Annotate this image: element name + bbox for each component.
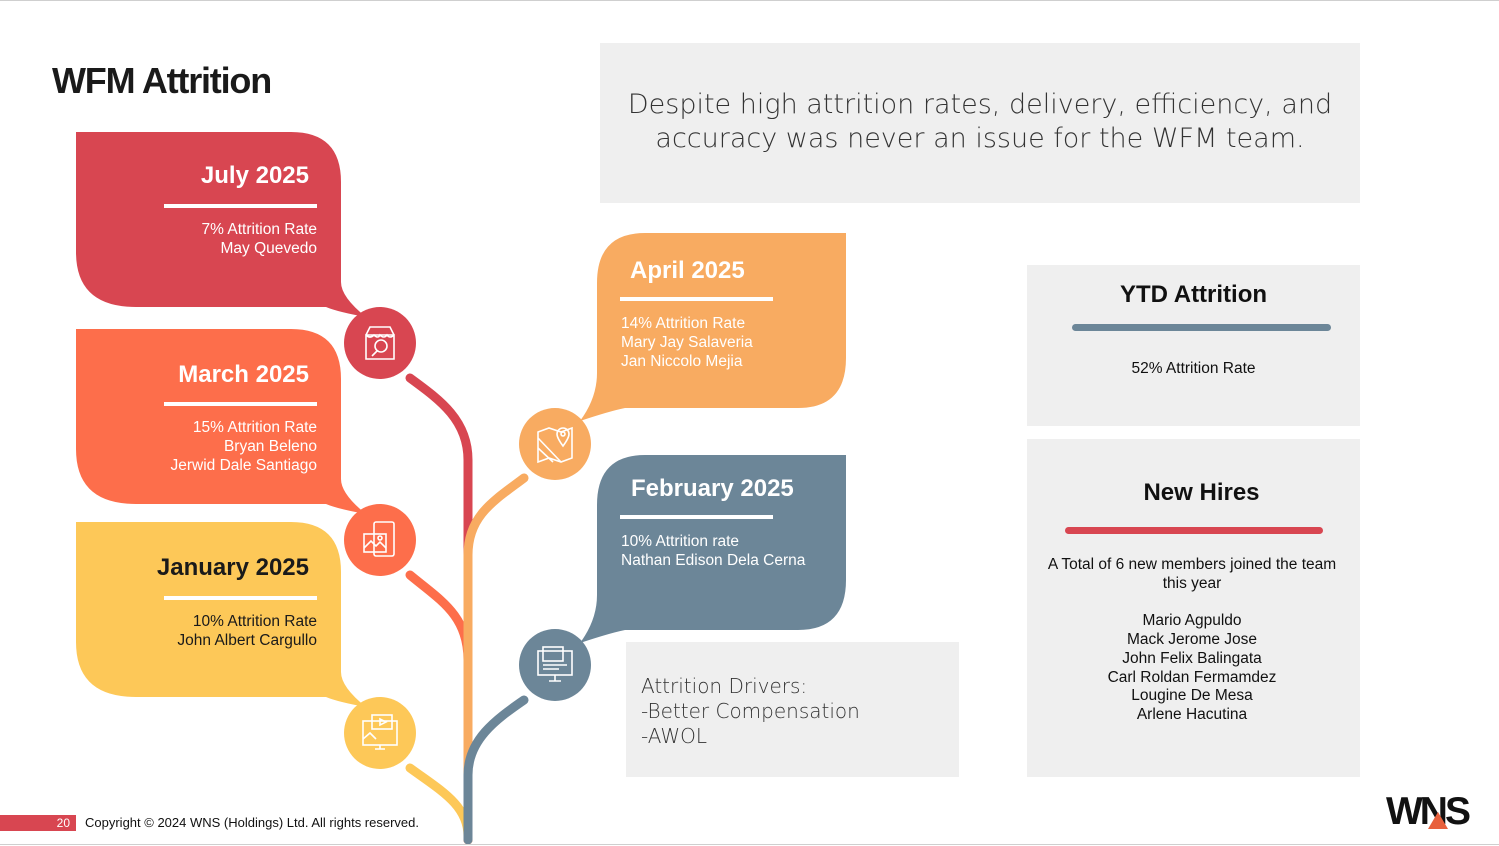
attrition-drivers-heading: Attrition Drivers: (641, 674, 808, 698)
stem-april (463, 473, 529, 845)
bubble-april-rate: 14% Attrition Rate (621, 315, 746, 332)
attrition-driver-1: -Better Compensation (641, 699, 860, 723)
bubble-january-name: John Albert Cargullo (177, 632, 317, 649)
new-hires-box (1027, 439, 1360, 777)
bubble-july-name: May Quevedo (220, 240, 318, 257)
page-number: 20 (56, 816, 70, 830)
bubble-january-rate: 10% Attrition Rate (192, 613, 317, 630)
bubble-february-divider (620, 515, 773, 519)
new-hire-3: John Felix Balingata (1122, 650, 1262, 667)
stem-july (405, 373, 473, 845)
new-hire-4: Carl Roldan Fermamdez (1107, 669, 1277, 686)
bubble-april-divider (620, 297, 773, 301)
bubble-july-rate: 7% Attrition Rate (201, 221, 317, 238)
attrition-driver-2: -AWOL (641, 724, 708, 748)
stem-february (463, 695, 529, 845)
top-border (0, 0, 1499, 1)
bubble-march-name-2: Jerwid Dale Santiago (170, 457, 317, 474)
bubble-march-title: March 2025 (178, 361, 309, 388)
bubble-february-name: Nathan Edison Dela Cerna (621, 552, 806, 569)
bubble-march-divider (164, 402, 317, 406)
footer-accent-bar (0, 815, 76, 831)
bubble-january-title: January 2025 (156, 554, 309, 581)
new-hire-1: Mario Agpuldo (1142, 612, 1242, 629)
shop-search-icon (344, 307, 416, 379)
bubble-july-divider (164, 204, 317, 208)
new-hires-title: New Hires (1143, 479, 1260, 506)
new-hires-summary: A Total of 6 new members joined the team… (1047, 556, 1337, 592)
wns-logo-accent (1428, 812, 1448, 829)
new-hire-5: Lougine De Mesa (1131, 687, 1253, 704)
ytd-attrition-title: YTD Attrition (1119, 281, 1268, 308)
ytd-attrition-rate: 52% Attrition Rate (1131, 360, 1256, 377)
bubble-january-shape (76, 522, 366, 707)
wns-logo: WNS (1386, 790, 1471, 833)
quote-text: Despite high attrition rates, delivery, … (627, 89, 1333, 154)
attrition-drivers-box (626, 642, 959, 777)
bubble-april-title: April 2025 (630, 257, 745, 284)
bottom-border (0, 844, 1499, 845)
bubble-february-rate: 10% Attrition rate (621, 533, 740, 550)
bubble-july-shape (76, 132, 366, 317)
new-hire-6: Arlene Hacutina (1136, 706, 1248, 723)
bubble-january-divider (164, 596, 317, 600)
quote-box (600, 43, 1360, 203)
stem-march (405, 570, 473, 845)
ytd-attrition-box (1027, 265, 1360, 426)
computer-icon (519, 629, 591, 701)
copyright-text: Copyright © 2024 WNS (Holdings) Ltd. All… (85, 815, 419, 830)
bubble-february-shape (580, 455, 846, 643)
mobile-gallery-icon (344, 504, 416, 576)
bubble-april-name-2: Jan Niccolo Mejia (621, 353, 743, 370)
bubble-april-shape (580, 233, 846, 421)
monitor-video-icon (344, 697, 416, 769)
bubble-march-rate: 15% Attrition Rate (192, 419, 317, 436)
new-hire-2: Mack Jerome Jose (1126, 631, 1258, 648)
bubble-march-shape (76, 329, 366, 514)
bubble-march-name-1: Bryan Beleno (223, 438, 317, 455)
bubble-april-name-1: Mary Jay Salaveria (621, 334, 753, 351)
bubble-july-title: July 2025 (200, 162, 309, 189)
page-title: WFM Attrition (52, 60, 272, 101)
map-pin-icon (519, 408, 591, 480)
ytd-attrition-bar (1072, 324, 1331, 331)
new-hires-bar (1065, 527, 1323, 534)
bubble-february-title: February 2025 (631, 475, 794, 502)
